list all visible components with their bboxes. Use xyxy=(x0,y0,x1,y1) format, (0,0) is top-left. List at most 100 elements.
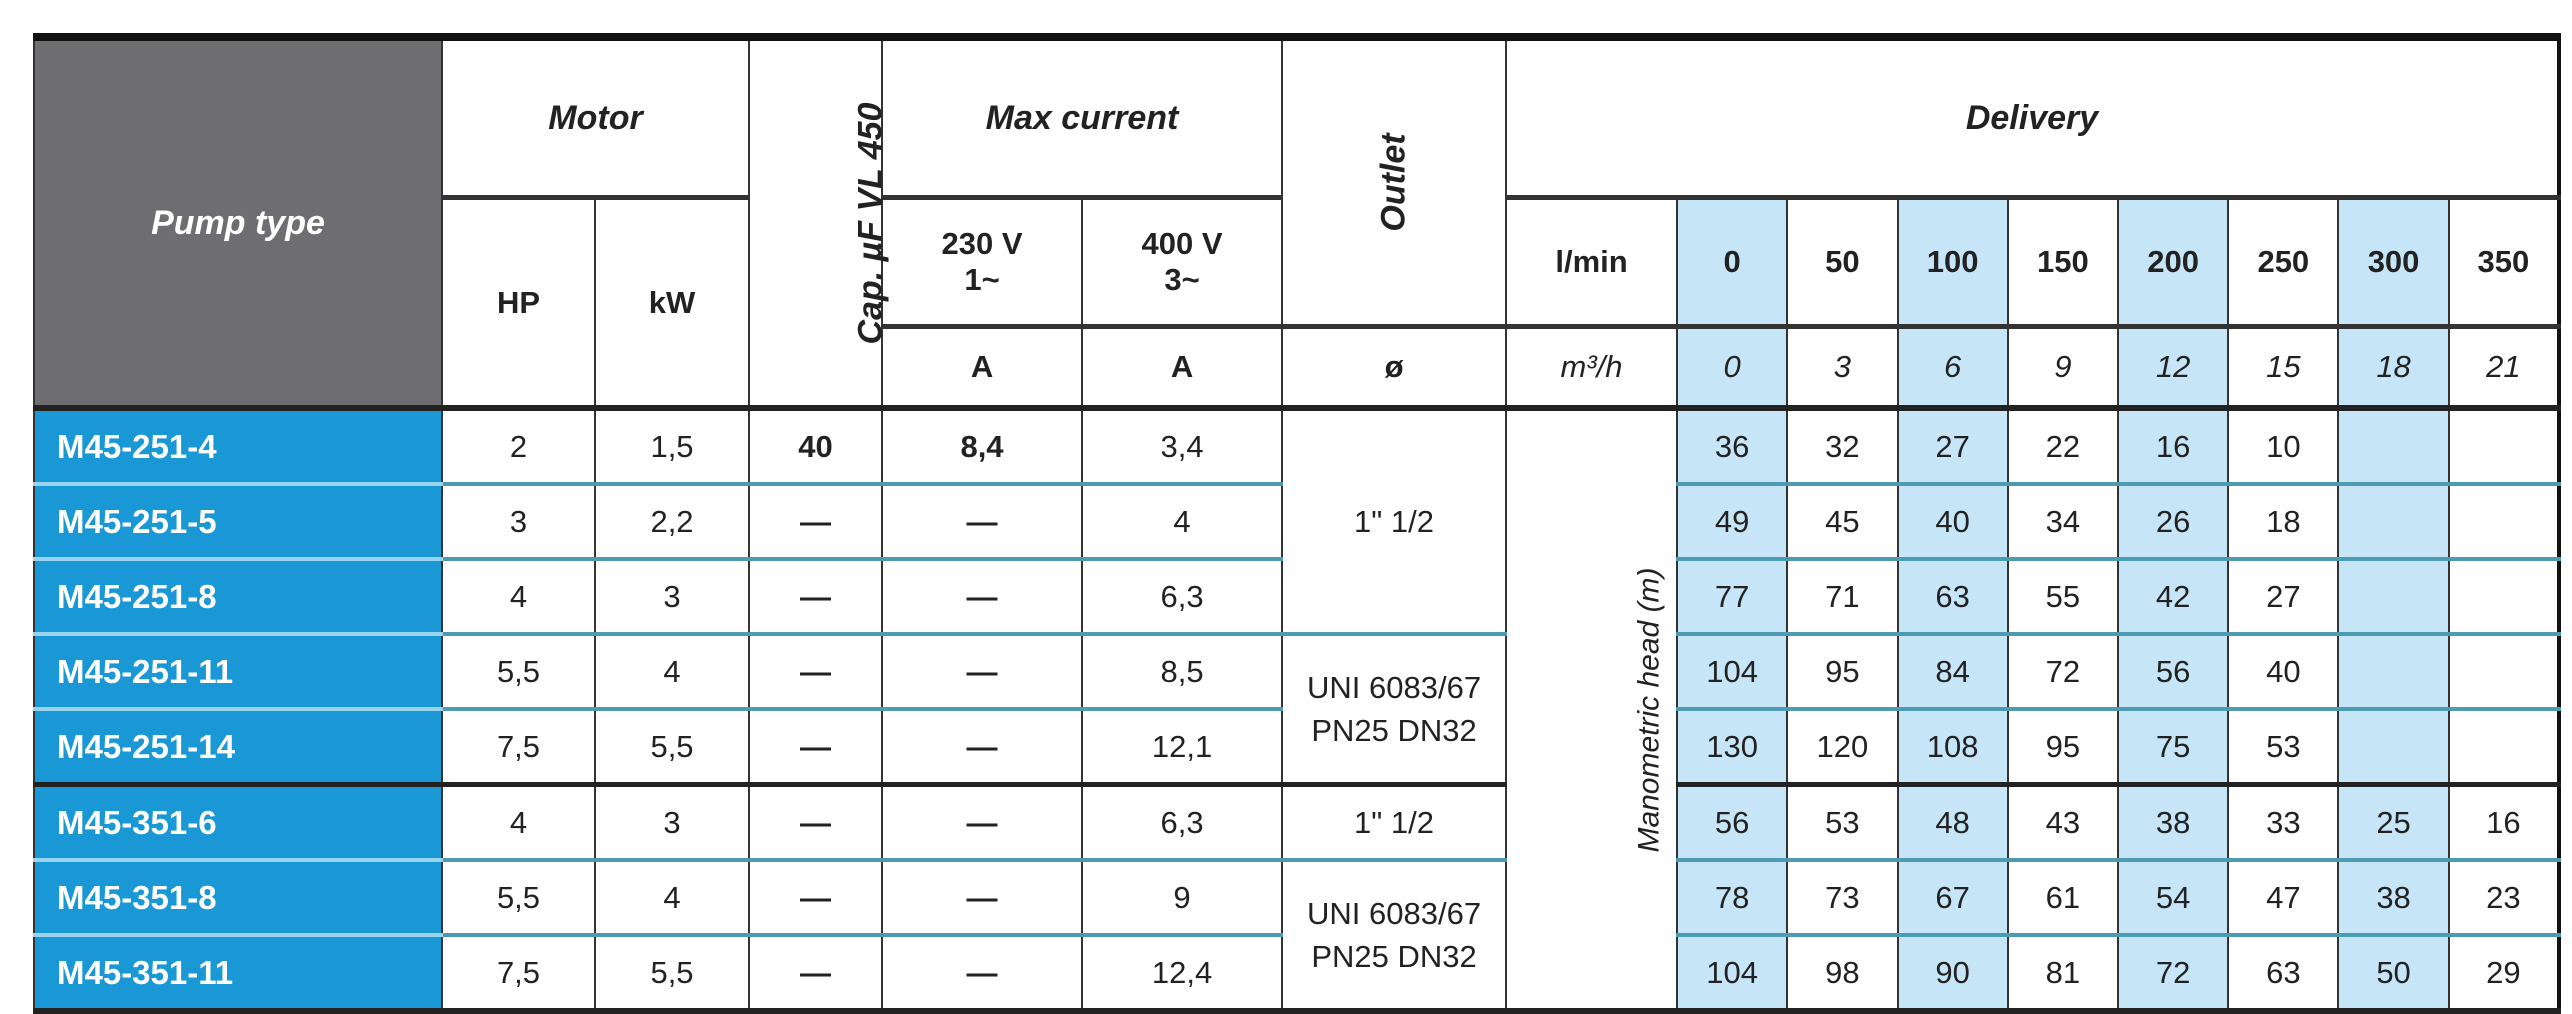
head-value: 56 xyxy=(2116,634,2229,711)
capacitor-value: — xyxy=(748,559,883,636)
head-value: 43 xyxy=(2006,784,2118,862)
pump-model: M45-251-8 xyxy=(33,559,442,636)
kw-value: 2,2 xyxy=(593,484,750,561)
capacitor-value: — xyxy=(748,709,883,787)
head-value: 27 xyxy=(2227,559,2339,636)
table-row: M45-251-5 3 2,2— —4 49 45 40 34 26 18 xyxy=(33,484,2559,561)
head-value: 49 xyxy=(1676,484,1788,561)
delivery-m3h-3: 9 xyxy=(2006,326,2118,411)
delivery-m3h-0: 0 xyxy=(1676,326,1788,411)
outlet-size: UNI 6083/67 PN25 DN32 xyxy=(1281,634,1507,787)
manometric-head-label: Manometric head (m) xyxy=(1505,408,1678,1011)
delivery-m3h-1: 3 xyxy=(1786,326,1898,411)
head-value: 38 xyxy=(2116,784,2229,862)
current-400v-value: 4 xyxy=(1081,484,1283,561)
head-value: 77 xyxy=(1676,559,1788,636)
capacitor-value: 40 xyxy=(748,408,883,486)
head-value xyxy=(2337,408,2449,486)
pump-model: M45-251-4 xyxy=(33,408,442,486)
pump-model: M45-251-11 xyxy=(33,634,442,711)
delivery-lmin-2: 100 xyxy=(1896,197,2008,329)
capacitor-value: — xyxy=(748,484,883,561)
lmin-label: l/min xyxy=(1505,197,1678,329)
current-400v-value: 12,1 xyxy=(1081,709,1283,787)
m3h-label: m³/h xyxy=(1505,326,1678,411)
head-value: 67 xyxy=(1896,860,2008,937)
table-row: M45-251-4 2 1,5 40 8,4 3,4 1" 1/2 Manometric he… xyxy=(33,408,2559,1011)
head-value xyxy=(2447,709,2559,787)
head-value xyxy=(2337,484,2449,561)
delivery-lmin-7: 350 xyxy=(2447,197,2559,329)
current-400v-value: 6,3 xyxy=(1081,559,1283,636)
manometric-head-text: Manometric head (m) xyxy=(1632,566,1666,853)
current-400v-value: 3,4 xyxy=(1081,408,1283,486)
head-value: 61 xyxy=(2006,860,2118,937)
head-value xyxy=(2447,634,2559,711)
max-current-header: Max current xyxy=(881,37,1283,200)
pump-model: M45-351-8 xyxy=(33,860,442,937)
230v-unit: A xyxy=(881,326,1083,411)
kw-value: 3 xyxy=(593,784,750,862)
head-value: 71 xyxy=(1786,559,1898,636)
delivery-lmin-5: 250 xyxy=(2227,197,2339,329)
delivery-header: Delivery xyxy=(1505,37,2559,200)
delivery-m3h-2: 6 xyxy=(1896,326,2008,411)
current-230v-value: 8,4 xyxy=(881,408,1083,486)
hp-header: HP xyxy=(441,197,595,411)
400v-header: 400 V 3~ xyxy=(1081,197,1283,329)
head-value xyxy=(2337,634,2449,711)
table-row: M45-251-8 4 3— —6,3 77 71 63 55 42 27 xyxy=(33,559,2559,636)
head-value: 36 xyxy=(1676,408,1788,486)
head-value: 63 xyxy=(1896,559,2008,636)
delivery-lmin-4: 200 xyxy=(2116,197,2229,329)
kw-value: 4 xyxy=(593,634,750,711)
head-value: 56 xyxy=(1676,784,1788,862)
head-value: 47 xyxy=(2227,860,2339,937)
current-400v-value: 9 xyxy=(1081,860,1283,937)
capacitor-value: — xyxy=(748,860,883,937)
current-230v-value: — xyxy=(881,484,1083,561)
table-row: M45-351-8 5,5 4— —9 UNI 6083/67 PN25 DN32 78 7… xyxy=(33,860,2559,1013)
pump-model: M45-251-14 xyxy=(33,709,442,787)
outlet-unit: ø xyxy=(1281,326,1507,411)
pump-performance-table: Pump type Motor Cap. µF VL 450 Max curre… xyxy=(33,33,2561,1014)
hp-value: 2 xyxy=(441,408,595,486)
delivery-m3h-4: 12 xyxy=(2116,326,2229,411)
head-value: 27 xyxy=(1896,408,2008,486)
delivery-lmin-1: 50 xyxy=(1786,197,1898,329)
head-value: 38 xyxy=(2337,860,2449,937)
head-value: 73 xyxy=(1786,860,1898,937)
head-value: 108 xyxy=(1896,709,2008,787)
head-value xyxy=(2337,709,2449,787)
delivery-m3h-5: 15 xyxy=(2227,326,2339,411)
delivery-m3h-7: 21 xyxy=(2447,326,2559,411)
head-value: 34 xyxy=(2006,484,2118,561)
table-row: M45-251-11 5,5 4— —8,5 UNI 6083/67 PN25 DN32… xyxy=(33,634,2559,787)
outlet-size: 1" 1/2 xyxy=(1281,784,1507,862)
motor-header: Motor xyxy=(440,37,750,200)
hp-value: 7,5 xyxy=(441,709,595,787)
outlet-size: UNI 6083/67 PN25 DN32 xyxy=(1281,860,1507,1013)
capacitor-header: Cap. µF VL 450 xyxy=(748,37,889,411)
head-value: 16 xyxy=(2116,408,2229,486)
kw-value: 4 xyxy=(593,860,750,937)
head-value: 104 xyxy=(1676,634,1788,711)
delivery-m3h-6: 18 xyxy=(2337,326,2449,411)
head-value: 40 xyxy=(1896,484,2008,561)
head-value: 78 xyxy=(1676,860,1788,937)
head-value: 33 xyxy=(2227,784,2339,862)
outlet-header: Outlet xyxy=(1281,37,1507,329)
current-230v-value: — xyxy=(881,634,1083,711)
head-value: 26 xyxy=(2116,484,2229,561)
outlet-size: 1" 1/2 xyxy=(1281,408,1507,636)
current-230v-value: — xyxy=(881,709,1083,787)
current-230v-value: — xyxy=(881,784,1083,862)
head-value: 22 xyxy=(2006,408,2118,486)
head-value: 120 xyxy=(1786,709,1898,787)
table-row: M45-251-14 7,5 5,5— —12,1 130 120 108 95 75 53 xyxy=(33,709,2559,787)
head-value: 95 xyxy=(1786,634,1898,711)
head-value: 18 xyxy=(2227,484,2339,561)
hp-value: 5,5 xyxy=(441,634,595,711)
head-value: 25 xyxy=(2337,784,2449,862)
head-value: 53 xyxy=(2227,709,2339,787)
